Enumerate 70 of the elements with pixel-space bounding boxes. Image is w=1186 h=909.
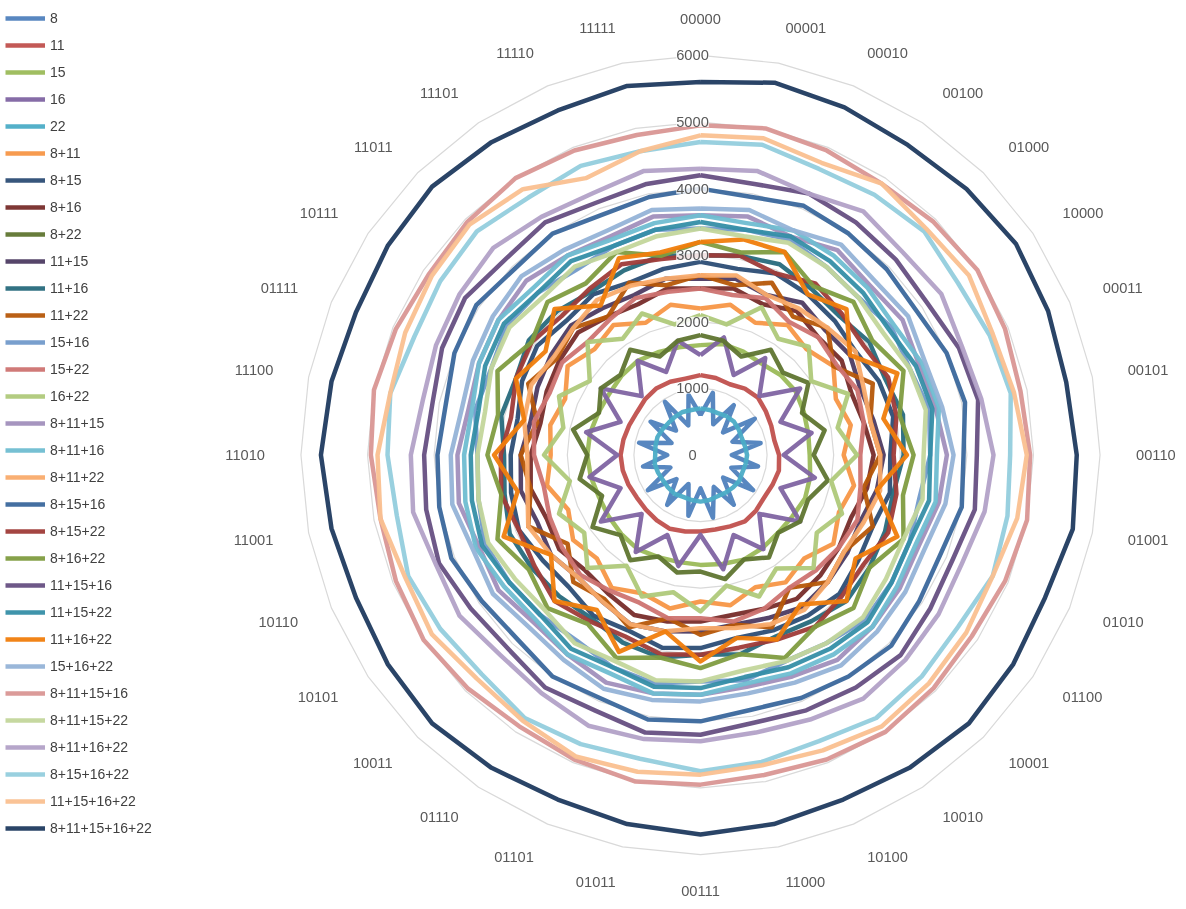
spoke-label: 10110 [258, 613, 299, 630]
legend-label: 8+16+22 [50, 549, 106, 567]
legend-label: 15+16+22 [50, 657, 114, 675]
spoke-label: 10011 [352, 754, 393, 771]
legend-label: 11+15+16 [50, 576, 113, 594]
spoke-label: 00100 [942, 84, 984, 101]
y-tick-label: 1000 [676, 380, 709, 397]
y-tick-label: 4000 [676, 180, 709, 197]
spoke-label: 11111 [579, 19, 616, 36]
legend-label: 11+15+22 [50, 603, 113, 621]
spoke-label: 01111 [260, 280, 299, 297]
spoke-label: 11010 [225, 447, 265, 463]
legend-label: 8+15+16+22 [50, 765, 130, 783]
spoke-label: 01110 [419, 809, 459, 826]
spoke-label: 00010 [867, 44, 908, 61]
spoke-label: 00011 [1102, 280, 1143, 297]
legend-label: 8+11+15+22 [50, 711, 128, 729]
spoke-label: 00110 [1136, 447, 1176, 463]
legend-label: 8+16 [50, 198, 82, 216]
legend-label: 8+11+16 [50, 441, 105, 459]
legend-label: 11 [50, 36, 66, 54]
legend-label: 15+16 [50, 333, 90, 351]
legend-label: 11+15+16+22 [50, 792, 136, 810]
legend-label: 8+15 [50, 171, 82, 189]
y-tick-label: 0 [688, 447, 697, 463]
legend-label: 8+22 [50, 225, 82, 243]
legend-label: 11+15 [50, 252, 89, 270]
spoke-label: 11101 [419, 84, 459, 101]
legend-label: 16+22 [50, 387, 90, 405]
legend-label: 15+22 [50, 360, 90, 378]
legend-label: 16 [50, 90, 67, 108]
legend-label: 15 [50, 63, 67, 81]
legend-label: 8 [50, 9, 59, 27]
spoke-label: 11100 [234, 362, 274, 379]
spoke-label: 00000 [680, 11, 721, 28]
spoke-label: 01000 [1008, 139, 1050, 156]
spoke-label: 10111 [299, 205, 339, 222]
spoke-label: 01011 [575, 874, 616, 891]
legend-label: 8+15+16 [50, 495, 106, 513]
legend-label: 8+15+22 [50, 522, 106, 540]
spoke-label: 11000 [785, 874, 826, 891]
spoke-label: 00001 [785, 19, 827, 36]
spoke-label: 11110 [496, 44, 534, 61]
legend-label: 8+11+15+16 [50, 684, 128, 702]
spoke-label: 10100 [867, 849, 908, 866]
legend-label: 8+11+15 [50, 414, 105, 432]
spoke-label: 10101 [297, 688, 339, 705]
spoke-label: 11011 [353, 139, 393, 156]
spoke-label: 10010 [942, 809, 984, 826]
spoke-label: 10000 [1062, 205, 1104, 222]
y-tick-label: 3000 [676, 247, 709, 264]
y-tick-label: 6000 [676, 47, 709, 64]
spoke-label: 01100 [1062, 688, 1103, 705]
legend-label: 11+22 [50, 306, 89, 324]
spoke-label: 01001 [1127, 531, 1169, 548]
spoke-label: 00111 [681, 882, 720, 899]
legend-label: 11+16+22 [50, 630, 113, 648]
legend-label: 22 [50, 117, 67, 135]
spoke-label: 01010 [1102, 613, 1144, 630]
spoke-label: 10001 [1008, 754, 1050, 771]
legend-label: 11+16 [50, 279, 89, 297]
legend-label: 8+11+15+16+22 [50, 819, 152, 837]
legend-label: 8+11+16+22 [50, 738, 128, 756]
legend-label: 8+11+22 [50, 468, 105, 486]
legend-label: 8+11 [50, 144, 81, 162]
spoke-label: 00101 [1127, 362, 1169, 379]
y-tick-label: 5000 [676, 114, 709, 131]
spoke-label: 01101 [494, 849, 534, 866]
spoke-label: 11001 [233, 531, 274, 548]
y-tick-label: 2000 [676, 313, 709, 330]
